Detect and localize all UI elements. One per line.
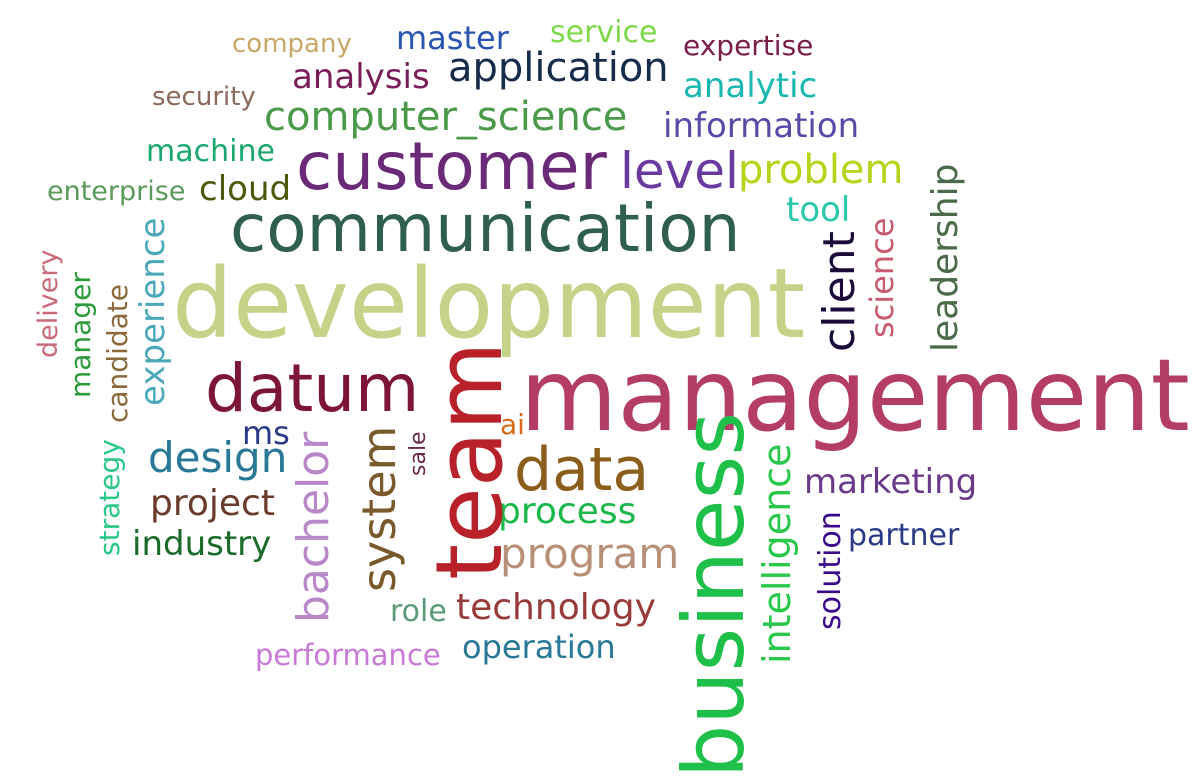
word-master: master [396, 19, 509, 57]
word-solution: solution [813, 511, 848, 630]
word-marketing: marketing [804, 462, 978, 502]
word-performance: performance [255, 638, 441, 672]
word-ai: ai [500, 408, 525, 441]
word-bachelor: bachelor [288, 431, 339, 623]
word-program: program [500, 529, 680, 578]
word-security: security [152, 82, 256, 112]
word-level: level [620, 142, 739, 200]
word-technology: technology [456, 587, 656, 628]
word-system: system [352, 425, 406, 592]
word-delivery: delivery [33, 249, 64, 358]
word-partner: partner [848, 518, 960, 553]
word-industry: industry [132, 524, 272, 564]
word-manager: manager [64, 272, 97, 398]
word-team: team [416, 341, 523, 580]
word-development: development [172, 248, 806, 360]
word-sale: sale [406, 431, 431, 476]
word-intelligence: intelligence [755, 443, 799, 664]
word-management: management [520, 337, 1190, 454]
word-service: service [550, 15, 658, 50]
word-process: process [498, 491, 637, 532]
word-ms: ms [242, 414, 290, 452]
word-datum: datum [205, 350, 420, 427]
word-application: application [448, 45, 669, 91]
word-business: business [665, 411, 763, 778]
word-communication: communication [230, 190, 741, 267]
word-expertise: expertise [683, 29, 814, 62]
word-science: science [863, 217, 901, 338]
word-cloud: cloud [199, 169, 292, 209]
word-strategy: strategy [93, 439, 126, 556]
word-operation: operation [462, 628, 616, 666]
word-candidate: candidate [101, 284, 134, 423]
word-machine: machine [146, 134, 275, 169]
word-client: client [814, 231, 865, 352]
word-enterprise: enterprise [47, 176, 186, 207]
word-experience: experience [133, 217, 173, 406]
word-design: design [148, 433, 288, 482]
word-company: company [232, 29, 352, 59]
word-tool: tool [786, 190, 851, 230]
word-analysis: analysis [292, 57, 430, 97]
word-leadership: leadership [925, 163, 966, 352]
word-computer-science: computer_science [264, 94, 628, 140]
word-analytic: analytic [683, 66, 818, 106]
word-problem: problem [738, 147, 904, 193]
word-information: information [663, 106, 860, 146]
word-customer: customer [296, 128, 607, 205]
word-project: project [150, 483, 275, 524]
word-role: role [390, 594, 447, 629]
word-data: data [514, 435, 650, 505]
